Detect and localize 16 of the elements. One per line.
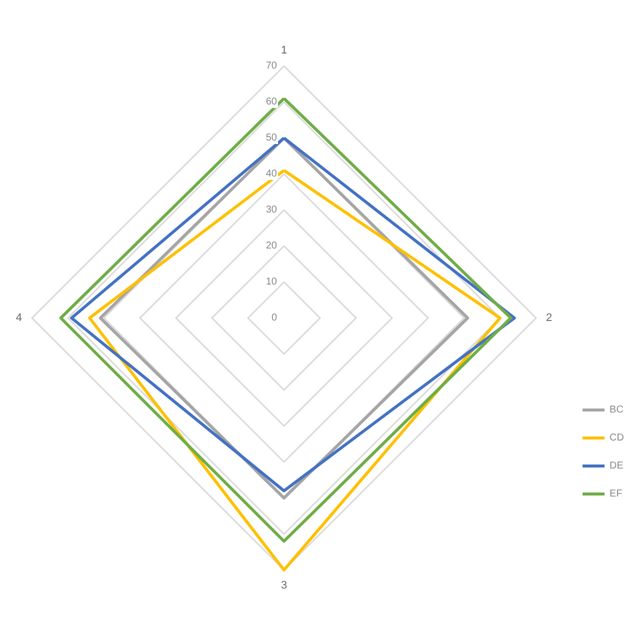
y-tick-label: 50 (266, 132, 278, 144)
legend-label: DE (610, 460, 624, 472)
legend-label: CD (610, 432, 624, 444)
y-tick-label: 0 (271, 312, 278, 324)
y-tick-label: 40 (266, 168, 278, 180)
y-tick-label: 70 (266, 60, 278, 72)
y-tick-label: 60 (266, 96, 278, 108)
legend-label: BC (610, 404, 624, 416)
spoke-label: 4 (16, 312, 22, 324)
y-tick-label: 10 (266, 276, 278, 288)
y-tick-label: 20 (266, 240, 278, 252)
y-tick-label: 30 (266, 204, 278, 216)
spoke-label: 1 (280, 44, 288, 56)
spoke-label: 3 (280, 580, 288, 592)
legend-label: EF (610, 488, 622, 500)
spoke-label: 2 (546, 312, 552, 324)
